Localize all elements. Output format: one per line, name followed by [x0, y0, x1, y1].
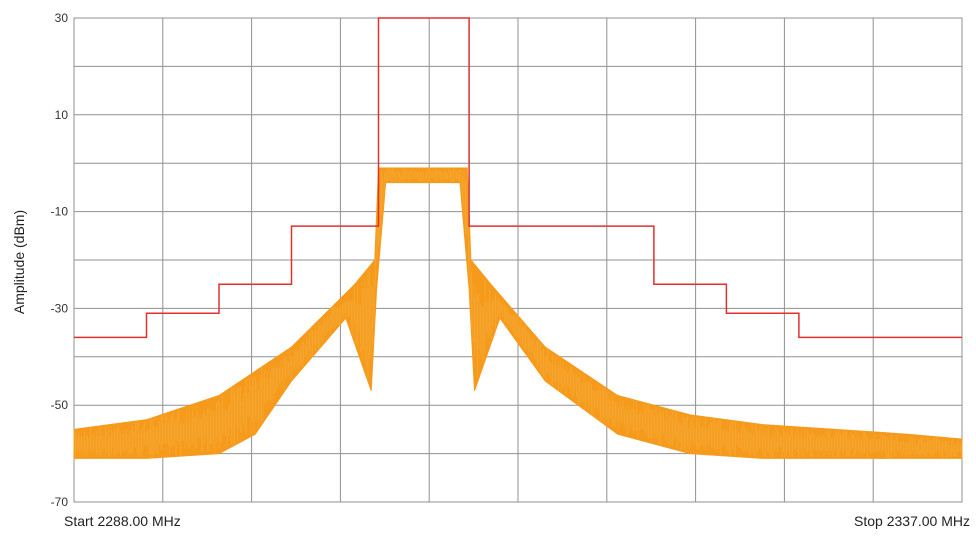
y-tick-label: -10	[51, 205, 69, 219]
y-tick-label: -50	[51, 398, 69, 412]
y-tick-label: -30	[51, 301, 69, 315]
spectrum-trace	[73, 168, 963, 459]
y-axis-label: Amplitude (dBm)	[11, 210, 27, 314]
series-layer	[73, 17, 963, 459]
y-tick-label: -70	[51, 495, 69, 509]
stop-frequency-label: Stop 2337.00 MHz	[854, 513, 970, 529]
emission-mask-line	[74, 17, 962, 339]
y-tick-labels: 30 10 -10 -30 -50 -70	[51, 11, 69, 509]
start-frequency-label: Start 2288.00 MHz	[64, 513, 181, 529]
y-tick-label: 30	[55, 11, 69, 25]
y-tick-label: 10	[55, 108, 69, 122]
